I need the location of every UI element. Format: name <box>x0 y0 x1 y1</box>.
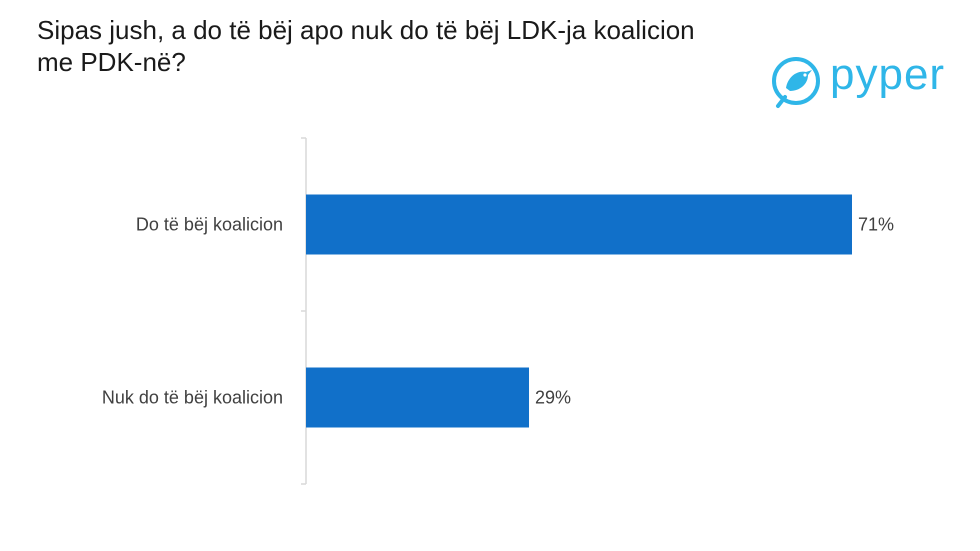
category-label: Do të bëj koalicion <box>136 215 283 235</box>
value-label: 29% <box>535 388 571 408</box>
value-label: 71% <box>858 215 894 235</box>
bar <box>306 367 530 428</box>
bird-icon <box>772 57 820 108</box>
page-title: Sipas jush, a do të bëj apo nuk do të bë… <box>37 15 695 77</box>
logo-text: pyper <box>830 50 946 99</box>
category-label: Nuk do të bëj koalicion <box>102 388 283 408</box>
pyper-logo: pyper <box>768 50 948 114</box>
bar <box>306 194 852 255</box>
